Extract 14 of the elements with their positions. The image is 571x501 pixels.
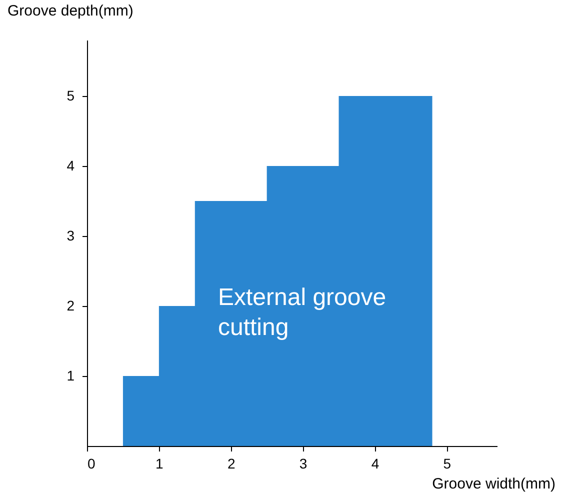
x-tick-label: 2 (227, 456, 236, 472)
annotation: External groove cutting (218, 284, 386, 341)
x-tick-label: 5 (443, 456, 452, 472)
x-tick-label: 4 (371, 456, 380, 472)
x-tick-label: 0 (88, 456, 96, 472)
y-axis-title: Groove depth(mm) (8, 2, 134, 20)
x-tick-label: 1 (156, 456, 164, 472)
y-tick-label: 4 (66, 158, 75, 174)
y-tick-label: 3 (66, 228, 75, 244)
y-tick-label: 5 (66, 88, 75, 104)
y-tick-label: 1 (66, 368, 75, 384)
x-tick-label: 3 (299, 456, 308, 472)
x-axis-title: Groove width(mm) (432, 476, 556, 492)
y-tick-label: 2 (66, 298, 75, 314)
